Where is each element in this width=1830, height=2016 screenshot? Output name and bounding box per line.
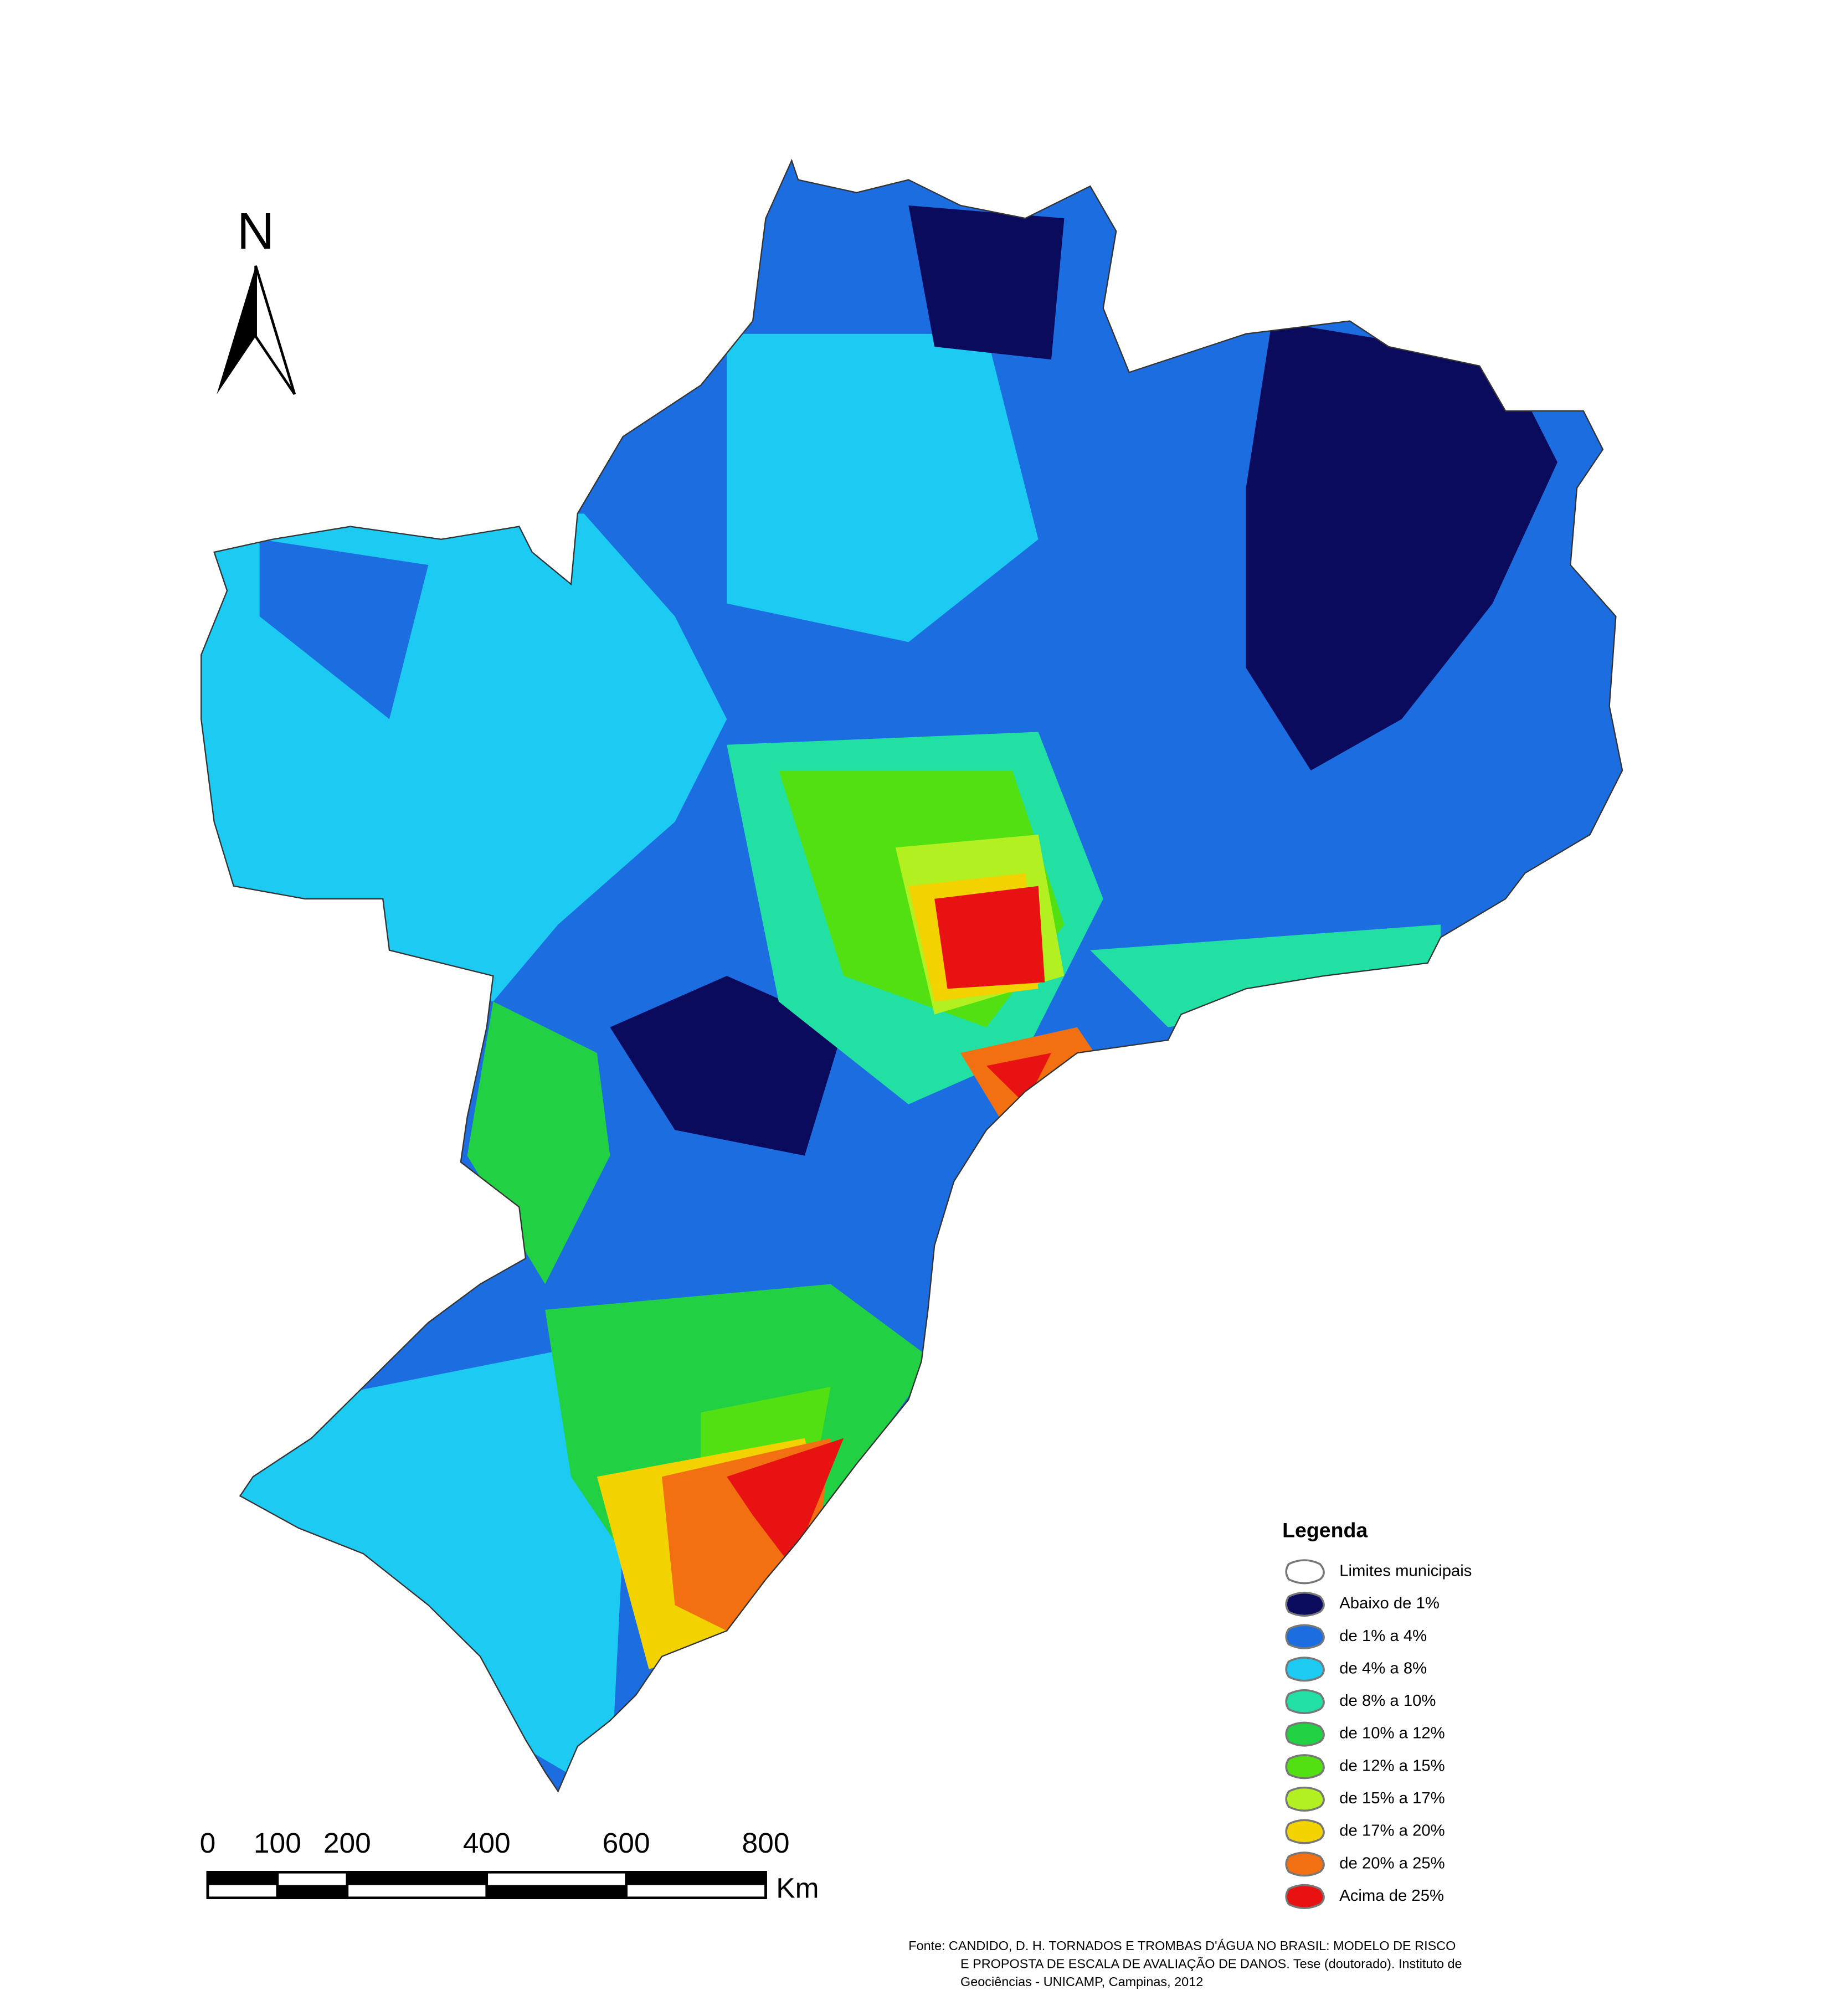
scale-tick-label: 0 [200,1827,216,1859]
legend-swatch [1285,1819,1325,1844]
source-line: CANDIDO, D. H. TORNADOS E TROMBAS D'ÁGUA… [949,1938,1456,1953]
legend-swatch [1285,1559,1325,1585]
map-outline [201,158,1623,1793]
risk-zone [233,1348,623,1792]
legend: Legenda Limites municipais Abaixo de 1% de… [1282,1519,1472,1909]
risk-zone [727,1438,844,1567]
scale-segment [207,1872,277,1885]
scale-unit: Km [776,1873,819,1904]
legend-swatch [1285,1754,1325,1780]
north-arrow: N [217,202,296,395]
legend-label: de 10% a 12% [1339,1725,1445,1742]
scale-segment [486,1885,626,1898]
risk-zone [259,539,429,719]
legend-label: de 1% a 4% [1339,1627,1427,1645]
legend-swatch [1285,1721,1325,1747]
risk-zone [934,886,1045,989]
north-label: N [237,202,275,259]
risk-zone [610,976,844,1156]
legend-swatch [1285,1591,1325,1617]
legend-label: de 8% a 10% [1339,1692,1436,1710]
arrow-right [254,265,296,395]
legend-label: de 17% a 20% [1339,1822,1445,1840]
scale-segment [277,1885,347,1898]
legend-title: Legenda [1282,1519,1368,1542]
legend-swatch [1285,1657,1325,1682]
legend-swatch [1285,1786,1325,1812]
legend-label: de 20% a 25% [1339,1855,1445,1873]
risk-zone [1090,924,1441,1027]
legend-label: de 4% a 8% [1339,1660,1427,1678]
legend-swatch [1285,1884,1325,1909]
legend-swatch [1285,1689,1325,1715]
legend-label: de 15% a 17% [1339,1789,1445,1807]
scale-segment [347,1872,487,1885]
scale-segment [626,1872,766,1885]
risk-zone [727,333,1039,642]
scale-tick-label: 800 [742,1827,790,1859]
legend-swatch [1285,1624,1325,1649]
legend-label: Acima de 25% [1339,1887,1444,1905]
source-label: Fonte: [908,1938,945,1953]
risk-zone [986,1053,1052,1104]
scale-tick-label: 600 [603,1827,650,1859]
legend-label: Limites municipais [1339,1562,1472,1580]
legend-swatch [1285,1852,1325,1877]
source: Fonte: CANDIDO, D. H. TORNADOS E TROMBAS… [908,1938,1462,1989]
source-line: E PROPOSTA DE ESCALA DE AVALIAÇÃO DE DAN… [960,1956,1462,1971]
scale-tick-label: 400 [463,1827,511,1859]
risk-zone [908,205,1065,360]
scale-bar: 0 100 200 400 600 800 Km [200,1827,819,1904]
legend-label: Abaixo de 1% [1339,1595,1440,1612]
source-line: Geociências - UNICAMP, Campinas, 2012 [960,1974,1203,1989]
legend-label: de 12% a 15% [1339,1757,1445,1775]
risk-zone [1246,321,1557,771]
arrow-left [217,265,256,394]
scale-tick-label: 200 [323,1827,371,1859]
scale-tick-label: 100 [254,1827,301,1859]
